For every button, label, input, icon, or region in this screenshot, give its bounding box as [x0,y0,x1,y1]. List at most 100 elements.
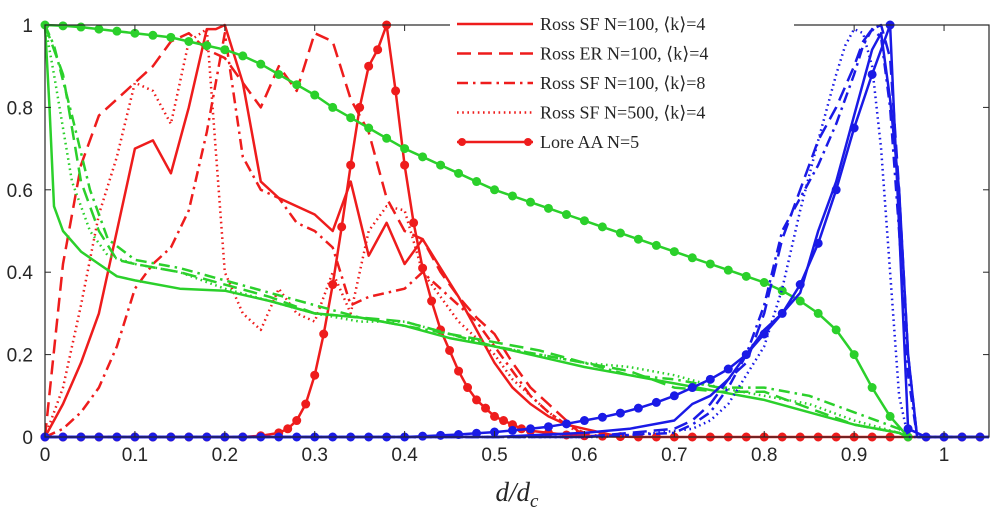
data-point [319,329,329,339]
data-point [112,26,122,36]
data-point [651,240,661,250]
data-point [148,30,158,40]
data-point [813,308,823,318]
data-point [615,408,625,418]
series-line [43,24,909,439]
data-point [597,222,607,232]
x-tick-label: 0.6 [571,445,597,466]
x-axis-label: d/dc [496,477,540,512]
data-point [490,185,500,195]
data-point [292,80,302,90]
x-tick-label: 0.2 [212,445,238,466]
legend: Ross SF N=100, ⟨k⟩=4 Ross ER N=100, ⟨k⟩=4… [450,7,794,161]
data-point [849,350,859,360]
data-point [58,21,68,31]
series-line [43,31,586,438]
data-point [777,308,787,318]
data-point [777,286,787,296]
data-point [472,395,482,405]
series-line [43,23,621,439]
y-tick-label: 0.6 [7,181,33,202]
x-tick-label: 0.5 [481,445,507,466]
data-point [292,416,302,426]
data-point [867,383,877,393]
data-point [723,265,733,275]
data-point [633,234,643,244]
data-point [337,222,347,232]
data-point [499,416,509,426]
data-point [202,41,212,51]
data-point [490,411,500,421]
data-point [454,366,464,376]
data-point [391,86,401,96]
data-point [283,424,293,434]
data-point [687,253,697,263]
y-tick-label: 0 [22,428,33,449]
data-point [346,113,356,123]
data-point [355,102,365,112]
x-tick-label: 0.3 [302,445,328,466]
data-point [418,263,428,273]
legend-label: Ross SF N=500, ⟨k⟩=4 [540,103,705,123]
y-tick-label: 0.4 [7,263,34,284]
data-point [579,216,589,226]
data-point [427,296,437,306]
data-point [364,61,374,71]
data-point [400,160,410,170]
data-point [364,123,374,133]
data-point [561,210,571,220]
data-point [310,90,320,100]
data-point [454,168,464,178]
series-line [45,27,989,439]
data-point [436,430,446,440]
data-point [741,350,751,360]
data-point [597,412,607,422]
data-point [436,160,446,170]
data-point [328,102,338,112]
data-point [885,411,895,421]
data-point [463,383,473,393]
data-point [481,403,491,413]
y-tick-label: 1 [22,16,33,37]
data-point [418,431,428,441]
data-point [328,280,338,290]
data-point [301,399,311,409]
axes-layer: 0 0.1 0.2 0.3 0.4 0.5 0.6 0.7 0.8 0.9 1 0 0.2 0.4 0.6 0… [7,16,989,512]
data-point [543,203,553,213]
data-point [445,345,455,355]
x-tick-label: 0.4 [391,445,418,466]
x-tick-label: 0.8 [751,445,777,466]
data-point [409,218,419,228]
data-point [651,397,661,407]
legend-label: Lore AA N=5 [540,132,639,152]
x-tick-label: 0.9 [841,445,867,466]
data-point [615,228,625,238]
data-point [633,403,643,413]
x-tick-label: 0.7 [661,445,687,466]
data-point [795,296,805,306]
legend-label: Ross ER N=100, ⟨k⟩=4 [540,44,708,64]
series-layer [40,20,989,442]
legend-marker [458,138,466,146]
data-point [373,45,383,55]
data-point [184,36,194,46]
legend-marker [524,138,532,146]
data-point [723,364,733,374]
data-point [579,416,589,426]
data-point [382,133,392,143]
series-line [43,24,909,438]
x-tick-label: 0.1 [122,445,148,466]
data-point [849,123,859,133]
data-point [76,22,86,32]
data-point [741,271,751,281]
data-point [418,152,428,162]
data-point [310,370,320,380]
series-line [43,27,586,439]
data-point [831,325,841,335]
data-point [400,144,410,154]
legend-label: Ross SF N=100, ⟨k⟩=8 [540,73,705,93]
data-point [346,160,356,170]
x-axis-label-subscript: c [530,491,539,512]
